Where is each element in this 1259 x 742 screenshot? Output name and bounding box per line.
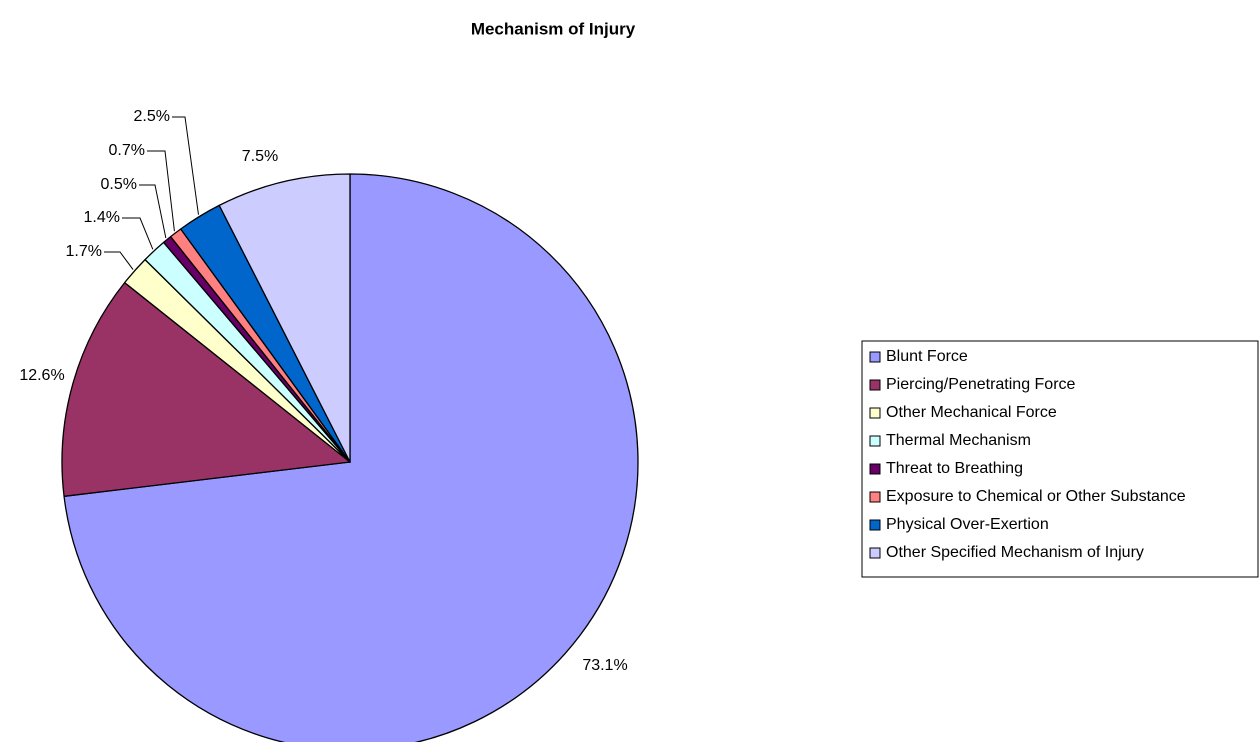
legend-label: Threat to Breathing [886, 460, 1023, 477]
pie-slice [63, 173, 639, 742]
data-label: 0.5% [101, 176, 137, 193]
legend-swatch [869, 435, 881, 447]
data-label: 12.6% [19, 367, 64, 384]
legend-label: Piercing/Penetrating Force [886, 376, 1076, 393]
data-label: 1.4% [84, 209, 120, 226]
data-label: 1.7% [66, 243, 102, 260]
legend-swatch [869, 519, 881, 531]
legend-swatch [869, 491, 881, 503]
legend-label: Exposure to Chemical or Other Substance [886, 488, 1186, 505]
data-label: 7.5% [242, 148, 278, 165]
legend-label: Other Mechanical Force [886, 404, 1057, 421]
legend-swatch [869, 463, 881, 475]
legend-swatch [869, 547, 881, 559]
data-label: 2.5% [134, 108, 170, 125]
leader-line [122, 217, 154, 250]
legend-swatch [869, 407, 881, 419]
pie-slice [218, 173, 351, 463]
legend-box [861, 340, 1259, 578]
legend-label: Physical Over-Exertion [886, 516, 1049, 533]
legend-label: Other Specified Mechanism of Injury [886, 544, 1144, 561]
leader-line [104, 251, 134, 270]
legend-swatch [869, 351, 881, 363]
leader-line [172, 116, 199, 215]
chart-title: Mechanism of Injury [471, 19, 636, 38]
data-label: 73.1% [582, 657, 627, 674]
data-label: 0.7% [109, 142, 145, 159]
leader-line [139, 184, 167, 239]
leader-line [147, 150, 175, 232]
pie-slice [61, 281, 351, 497]
legend-swatch [869, 379, 881, 391]
legend-label: Blunt Force [886, 348, 968, 365]
legend-label: Thermal Mechanism [886, 432, 1031, 449]
